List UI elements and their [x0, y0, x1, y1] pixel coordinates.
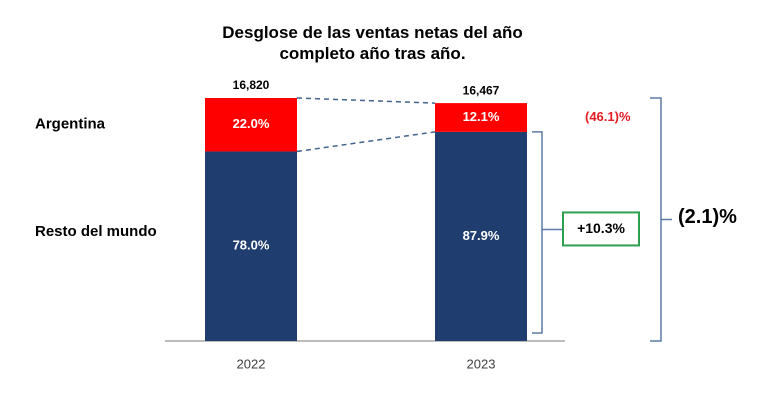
- value-label: 12.1%: [463, 109, 500, 124]
- annotation: (46.1)%: [585, 109, 631, 124]
- value-label: 78.0%: [233, 238, 270, 253]
- bracket: [532, 131, 543, 334]
- connector: [296, 131, 436, 153]
- bracket: [650, 97, 672, 342]
- bar-segment: [205, 151, 297, 341]
- value-label: 22.0%: [233, 116, 270, 131]
- connector: [296, 97, 436, 104]
- value-label: 87.9%: [463, 228, 500, 243]
- chart-title: Desglose de las ventas netas del año com…: [222, 23, 523, 63]
- total-label: 16,467: [463, 83, 500, 97]
- x-tick-label: 2022: [237, 356, 266, 371]
- annotation-box: [562, 211, 640, 247]
- x-tick-label: 2023: [467, 356, 496, 371]
- series-label: Argentina: [35, 116, 106, 133]
- bar-segment: [435, 103, 527, 132]
- bar-segment: [435, 131, 527, 341]
- bar-segment: [205, 98, 297, 152]
- annotation: +10.3%: [577, 220, 625, 236]
- total-label: 16,820: [233, 78, 270, 92]
- annotation: (2.1)%: [678, 206, 737, 228]
- series-label: Resto del mundo: [35, 223, 157, 240]
